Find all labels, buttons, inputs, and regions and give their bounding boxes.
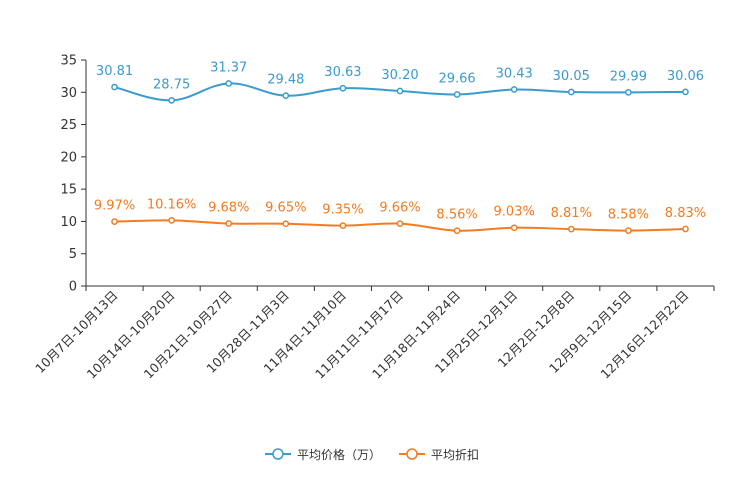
data-point bbox=[168, 97, 175, 104]
data-point bbox=[682, 88, 689, 96]
data-label: 29.66 bbox=[438, 71, 475, 86]
data-label: 9.35% bbox=[322, 203, 363, 218]
data-point bbox=[453, 227, 461, 235]
legend-line-marker-icon bbox=[264, 448, 291, 460]
data-label: 9.66% bbox=[379, 201, 420, 216]
data-point bbox=[168, 217, 175, 224]
y-tick-label: 10 bbox=[60, 215, 77, 230]
data-point bbox=[567, 225, 575, 233]
data-label: 30.06 bbox=[667, 69, 704, 84]
data-label: 30.43 bbox=[496, 67, 533, 82]
data-label: 30.81 bbox=[96, 64, 133, 79]
legend-line-marker-icon bbox=[399, 448, 425, 460]
data-label: 29.48 bbox=[267, 73, 304, 88]
data-point bbox=[510, 224, 518, 232]
data-label: 29.99 bbox=[610, 69, 647, 84]
data-point bbox=[453, 91, 461, 98]
legend-item-avg-price[interactable]: 平均价格（万） bbox=[264, 446, 381, 463]
data-label: 30.63 bbox=[324, 65, 361, 80]
data-point bbox=[225, 80, 233, 87]
data-point bbox=[682, 225, 689, 233]
y-tick-label: 15 bbox=[60, 183, 77, 198]
data-point bbox=[625, 227, 632, 234]
data-label: 8.83% bbox=[665, 206, 706, 221]
data-point bbox=[111, 83, 118, 91]
y-tick-label: 5 bbox=[69, 247, 77, 262]
y-tick-label: 35 bbox=[60, 54, 77, 69]
data-label: 9.03% bbox=[494, 205, 535, 220]
data-point bbox=[567, 88, 575, 96]
legend: 平均价格（万） 平均折扣 bbox=[0, 444, 744, 464]
data-point bbox=[510, 86, 518, 93]
y-tick-label: 25 bbox=[60, 118, 77, 133]
data-point bbox=[282, 220, 290, 228]
data-label: 30.05 bbox=[553, 69, 590, 84]
data-point bbox=[396, 220, 404, 227]
data-label: 8.81% bbox=[551, 206, 592, 221]
data-point bbox=[396, 87, 404, 95]
legend-item-avg-discount[interactable]: 平均折扣 bbox=[399, 446, 479, 463]
data-point bbox=[225, 220, 233, 227]
data-label: 8.56% bbox=[436, 208, 477, 223]
data-label: 9.68% bbox=[208, 200, 249, 215]
data-point bbox=[339, 222, 347, 229]
data-point bbox=[339, 84, 347, 92]
data-label: 28.75 bbox=[153, 77, 190, 92]
data-label: 31.37 bbox=[210, 60, 247, 75]
data-point bbox=[282, 92, 290, 99]
data-label: 9.65% bbox=[265, 201, 306, 216]
data-label: 30.20 bbox=[381, 68, 418, 83]
legend-label-avg-discount: 平均折扣 bbox=[431, 447, 480, 462]
y-tick-label: 0 bbox=[69, 280, 77, 295]
legend-label-avg-price: 平均价格（万） bbox=[296, 447, 381, 462]
data-point bbox=[625, 89, 632, 96]
data-label: 8.58% bbox=[608, 208, 649, 223]
data-label: 10.16% bbox=[147, 197, 197, 212]
data-label: 9.97% bbox=[94, 199, 135, 214]
y-tick-label: 30 bbox=[60, 86, 77, 101]
y-tick-label: 20 bbox=[60, 150, 77, 165]
data-point bbox=[111, 218, 118, 225]
